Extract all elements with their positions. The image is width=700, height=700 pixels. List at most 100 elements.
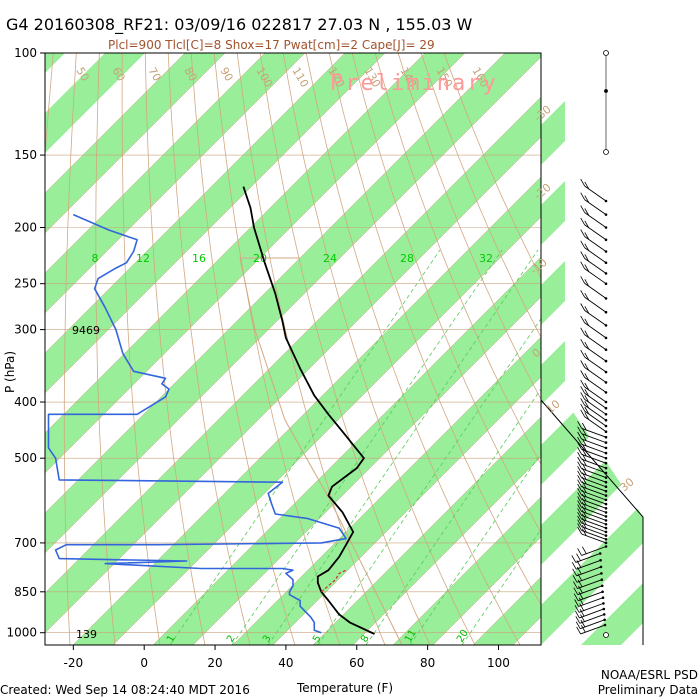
- wind-barb-origin: [604, 324, 608, 327]
- x-tick-label: 0: [140, 656, 148, 670]
- mixing-ratio-line: [409, 452, 541, 645]
- wind-barb-feather: [580, 261, 586, 269]
- wind-barb: [581, 472, 607, 483]
- dry-adiabat: [397, 53, 541, 401]
- wind-barb-feather: [584, 406, 590, 415]
- wind-barb: [581, 533, 607, 544]
- wind-barb: [581, 448, 607, 459]
- wind-barb-feather: [577, 431, 582, 440]
- mixing-ratio-line: [317, 318, 541, 645]
- wind-barb-feather: [584, 232, 590, 240]
- wind-barb-origin: [604, 310, 608, 314]
- wind-barb-feather: [580, 205, 586, 213]
- height-label-bottom: 139: [76, 628, 97, 641]
- wind-barb: [581, 529, 607, 540]
- wind-barb-feather: [576, 626, 581, 635]
- wind-barb-origin: [604, 466, 608, 470]
- wind-barb-feather: [584, 382, 590, 391]
- wind-barb: [581, 427, 607, 438]
- wind-barb-origin: [604, 523, 608, 526]
- wind-barb-feather: [580, 251, 586, 259]
- wind-barb-origin: [604, 538, 608, 541]
- wind-calm-marker: [603, 50, 609, 56]
- wind-panel-border: [540, 399, 644, 645]
- wind-barb-origin: [604, 541, 608, 545]
- isotherm-line: [152, 256, 541, 645]
- wind-barb-feather: [581, 506, 587, 514]
- wind-barb-feather: [577, 526, 582, 535]
- plot-frame: [44, 52, 542, 646]
- dry-adiabat: [351, 53, 541, 534]
- wind-barb-origin: [604, 476, 608, 479]
- x-tick-label: 20: [207, 656, 222, 670]
- wind-barb-origin: [604, 489, 608, 493]
- wind-barb-feather: [584, 395, 590, 403]
- mixing-ratio-line: [365, 388, 541, 645]
- y-tick-label: 100: [14, 46, 37, 60]
- wind-barb-feather: [580, 178, 586, 187]
- wind-barb: [575, 553, 601, 563]
- mixing-ratio-label: 28: [400, 252, 414, 265]
- wind-barb: [578, 591, 603, 602]
- footer-status: Preliminary Data: [598, 683, 698, 697]
- dry-adiabat: [190, 53, 296, 645]
- wind-barb-feather: [577, 488, 582, 496]
- wind-barb-feather: [577, 475, 582, 483]
- wind-barb: [584, 212, 607, 228]
- wind-barb: [581, 546, 607, 556]
- y-tick-label: 200: [14, 221, 37, 235]
- wind-barb: [581, 522, 607, 533]
- isotherm-band: [45, 53, 145, 154]
- y-tick-label: 150: [14, 148, 37, 162]
- mixing-ratio-label: 24: [323, 252, 337, 265]
- preliminary-watermark: Preliminary: [330, 71, 498, 96]
- wind-barb-feather: [580, 619, 586, 628]
- dry-adiabat: [144, 53, 206, 645]
- mixing-ratio-line: [461, 528, 541, 645]
- wind-barb-feather: [577, 479, 582, 487]
- wind-barb: [577, 585, 603, 596]
- wind-barb-feather: [584, 293, 590, 301]
- isotherm-line: [45, 136, 541, 634]
- wind-barb-feather: [580, 229, 586, 237]
- isotherm-label: 70: [145, 65, 163, 84]
- wind-barb-feather: [577, 437, 582, 445]
- wind-barb-origin: [604, 471, 608, 475]
- wind-barb: [578, 602, 604, 613]
- isotherm-line: [45, 53, 346, 354]
- wind-barb-origin: [604, 413, 608, 416]
- dry-adiabat: [0, 53, 7, 645]
- isotherm-label: 60: [109, 65, 127, 84]
- wind-barb: [577, 579, 602, 590]
- wind-barb-feather: [581, 546, 587, 554]
- isotherm-line: [112, 216, 541, 645]
- wind-barb-origin: [599, 565, 603, 569]
- mixing-ratio-label: 8: [92, 252, 99, 265]
- wind-barb-feather: [573, 587, 579, 595]
- x-tick-label: 40: [278, 656, 293, 670]
- chart-title: G4 20160308_RF21: 03/09/16 022817 27.03 …: [6, 15, 473, 35]
- wind-barb-feather: [575, 616, 581, 624]
- wind-barb-feather: [584, 181, 590, 190]
- wind-barb-feather: [577, 456, 582, 465]
- wind-barb-origin: [604, 282, 608, 286]
- wind-barb-feather: [580, 349, 586, 358]
- y-tick-label: 300: [14, 323, 37, 337]
- wind-barb: [581, 526, 607, 537]
- wind-barb-feather: [580, 386, 586, 394]
- wind-barb-feather: [577, 496, 582, 504]
- mixing-ratio-label: 8: [359, 633, 372, 644]
- wind-barb-feather: [581, 513, 587, 522]
- wind-barb-feather: [572, 575, 578, 583]
- wind-barb: [581, 503, 607, 513]
- wind-barb: [581, 507, 607, 517]
- wind-barb-feather: [584, 412, 590, 420]
- mixing-ratio-label: 12: [136, 252, 150, 265]
- wind-barb: [580, 619, 605, 630]
- wind-barb: [581, 443, 607, 454]
- x-tick-label: 80: [420, 656, 435, 670]
- wind-barb-feather: [581, 428, 587, 436]
- wind-barb: [576, 566, 602, 577]
- wind-barb-origin: [604, 480, 608, 484]
